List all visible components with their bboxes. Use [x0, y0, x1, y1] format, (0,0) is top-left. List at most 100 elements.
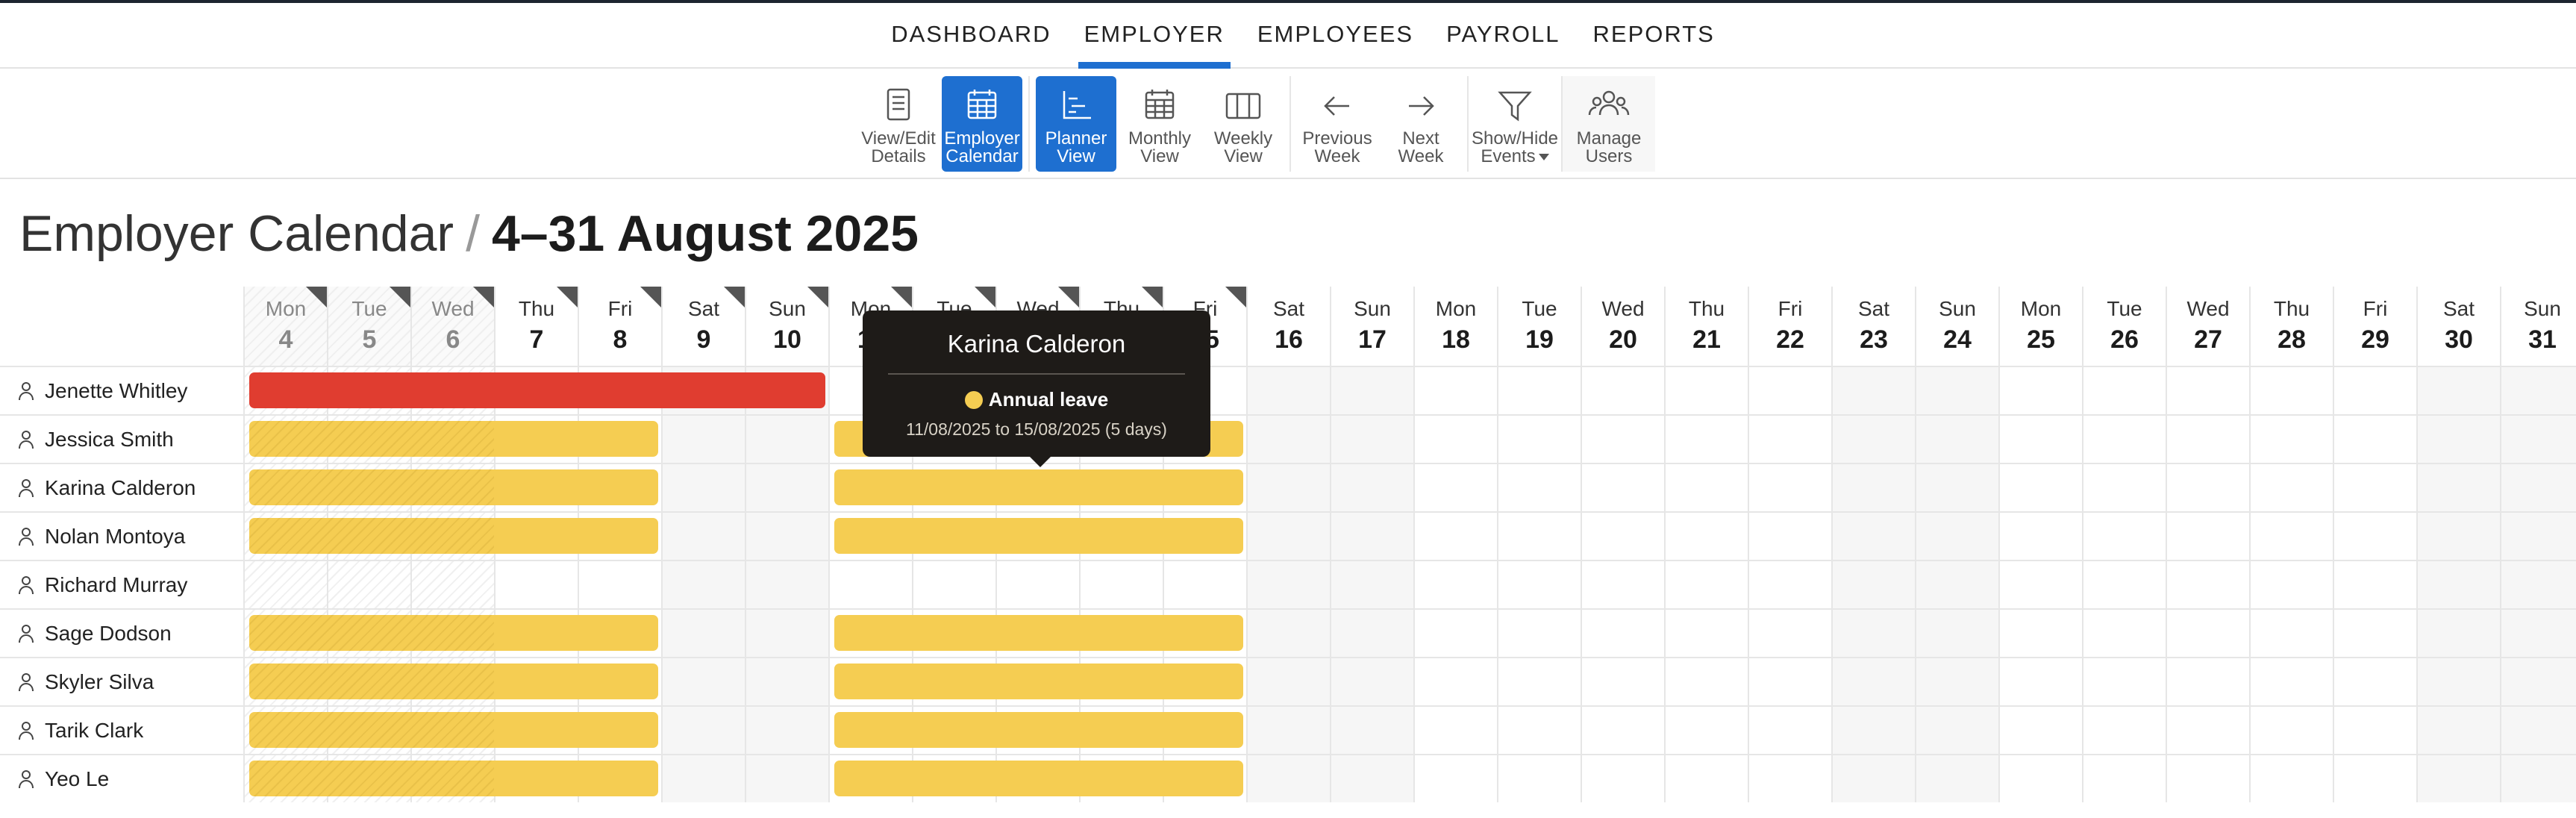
calendar-cell[interactable]	[1581, 657, 1664, 705]
day-header[interactable]: Wed 20	[1581, 287, 1664, 366]
employee-row-name[interactable]: Jessica Smith	[0, 414, 243, 463]
view-edit-details-button[interactable]: View/Edit Details	[858, 76, 939, 172]
calendar-cell[interactable]	[1497, 560, 1581, 608]
calendar-cell[interactable]	[1497, 657, 1581, 705]
calendar-cell[interactable]	[1998, 366, 2082, 414]
calendar-cell[interactable]	[1581, 705, 1664, 754]
calendar-cell[interactable]	[1413, 705, 1497, 754]
calendar-cell[interactable]	[243, 560, 327, 608]
employee-row-name[interactable]: Richard Murray	[0, 560, 243, 608]
calendar-cell[interactable]	[1497, 366, 1581, 414]
leave-bar[interactable]	[249, 518, 658, 554]
calendar-cell[interactable]	[1497, 463, 1581, 511]
next-week-button[interactable]: Next Week	[1381, 76, 1461, 172]
day-header[interactable]: Tue 26	[2082, 287, 2166, 366]
calendar-cell[interactable]	[2500, 511, 2576, 560]
calendar-cell[interactable]	[1330, 366, 1413, 414]
calendar-cell[interactable]	[1831, 560, 1915, 608]
calendar-cell[interactable]	[1413, 463, 1497, 511]
calendar-cell[interactable]	[1497, 754, 1581, 802]
calendar-cell[interactable]	[1998, 754, 2082, 802]
calendar-cell[interactable]	[1664, 657, 1748, 705]
leave-bar[interactable]	[249, 664, 658, 699]
calendar-cell[interactable]	[2416, 754, 2500, 802]
event-bar[interactable]	[249, 372, 825, 408]
calendar-cell[interactable]	[1246, 560, 1330, 608]
calendar-cell[interactable]	[1413, 754, 1497, 802]
calendar-cell[interactable]	[745, 560, 828, 608]
calendar-cell[interactable]	[745, 754, 828, 802]
calendar-cell[interactable]	[2416, 463, 2500, 511]
calendar-cell[interactable]	[1748, 511, 1831, 560]
calendar-cell[interactable]	[2333, 414, 2416, 463]
employer-calendar-button[interactable]: Employer Calendar	[942, 76, 1022, 172]
calendar-cell[interactable]	[2249, 754, 2333, 802]
calendar-cell[interactable]	[2166, 657, 2249, 705]
calendar-cell[interactable]	[1748, 705, 1831, 754]
calendar-cell[interactable]	[1915, 560, 1998, 608]
calendar-cell[interactable]	[2249, 608, 2333, 657]
calendar-cell[interactable]	[1998, 463, 2082, 511]
calendar-cell[interactable]	[828, 657, 912, 705]
calendar-cell[interactable]	[1330, 560, 1413, 608]
calendar-cell[interactable]	[2082, 754, 2166, 802]
calendar-cell[interactable]	[1831, 463, 1915, 511]
calendar-cell[interactable]	[1831, 608, 1915, 657]
calendar-cell[interactable]	[745, 657, 828, 705]
day-header[interactable]: Sun 24	[1915, 287, 1998, 366]
day-header[interactable]: Thu 7	[494, 287, 578, 366]
calendar-cell[interactable]	[1915, 608, 1998, 657]
calendar-cell[interactable]	[661, 754, 745, 802]
calendar-cell[interactable]	[1413, 511, 1497, 560]
nav-reports[interactable]: REPORTS	[1592, 21, 1715, 47]
employee-row-name[interactable]: Nolan Montoya	[0, 511, 243, 560]
calendar-cell[interactable]	[2082, 463, 2166, 511]
calendar-cell[interactable]	[2166, 463, 2249, 511]
calendar-cell[interactable]	[1748, 657, 1831, 705]
calendar-cell[interactable]	[2500, 366, 2576, 414]
calendar-cell[interactable]	[1748, 560, 1831, 608]
calendar-cell[interactable]	[2416, 414, 2500, 463]
employee-row-name[interactable]: Skyler Silva	[0, 657, 243, 705]
calendar-cell[interactable]	[2082, 414, 2166, 463]
calendar-cell[interactable]	[661, 511, 745, 560]
calendar-cell[interactable]	[1664, 754, 1748, 802]
calendar-cell[interactable]	[1915, 657, 1998, 705]
calendar-cell[interactable]	[1330, 754, 1413, 802]
calendar-cell[interactable]	[2166, 414, 2249, 463]
calendar-cell[interactable]	[2166, 608, 2249, 657]
calendar-cell[interactable]	[828, 608, 912, 657]
calendar-cell[interactable]	[578, 560, 661, 608]
day-header[interactable]: Mon 4	[243, 287, 327, 366]
calendar-cell[interactable]	[1246, 608, 1330, 657]
calendar-cell[interactable]	[1748, 414, 1831, 463]
calendar-cell[interactable]	[2500, 560, 2576, 608]
calendar-cell[interactable]	[1831, 414, 1915, 463]
previous-week-button[interactable]: Previous Week	[1297, 76, 1378, 172]
calendar-cell[interactable]	[2166, 560, 2249, 608]
calendar-cell[interactable]	[2416, 657, 2500, 705]
calendar-cell[interactable]	[2249, 366, 2333, 414]
calendar-cell[interactable]	[1413, 608, 1497, 657]
calendar-cell[interactable]	[1748, 608, 1831, 657]
calendar-cell[interactable]	[2416, 511, 2500, 560]
calendar-cell[interactable]	[1664, 608, 1748, 657]
day-header[interactable]: Sun 17	[1330, 287, 1413, 366]
nav-dashboard[interactable]: DASHBOARD	[891, 21, 1051, 47]
calendar-cell[interactable]	[2249, 463, 2333, 511]
calendar-cell[interactable]	[1664, 463, 1748, 511]
calendar-cell[interactable]	[661, 463, 745, 511]
calendar-cell[interactable]	[2166, 366, 2249, 414]
calendar-cell[interactable]	[1998, 608, 2082, 657]
calendar-cell[interactable]	[2333, 705, 2416, 754]
employee-row-name[interactable]: Karina Calderon	[0, 463, 243, 511]
calendar-cell[interactable]	[661, 657, 745, 705]
calendar-cell[interactable]	[1163, 560, 1246, 608]
calendar-cell[interactable]	[995, 560, 1079, 608]
calendar-cell[interactable]	[1831, 754, 1915, 802]
calendar-cell[interactable]	[1915, 754, 1998, 802]
employee-row-name[interactable]: Jenette Whitley	[0, 366, 243, 414]
calendar-cell[interactable]	[1413, 560, 1497, 608]
calendar-cell[interactable]	[1330, 705, 1413, 754]
calendar-cell[interactable]	[2082, 657, 2166, 705]
